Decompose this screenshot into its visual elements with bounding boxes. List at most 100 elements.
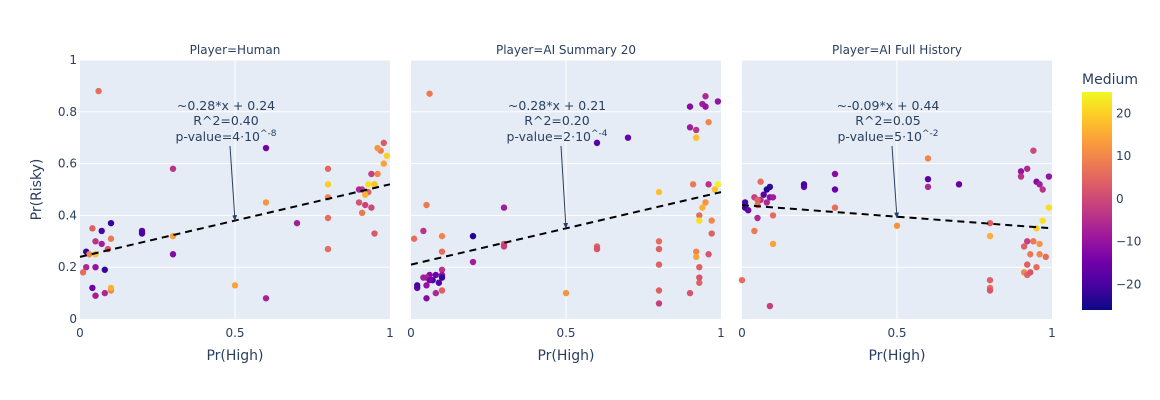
data-point xyxy=(383,152,391,160)
data-point xyxy=(107,219,115,227)
data-point xyxy=(423,295,430,302)
annotation-arrow xyxy=(891,145,900,219)
colorbar-tick-label: −10 xyxy=(1116,235,1141,249)
data-point xyxy=(1045,204,1053,211)
data-point xyxy=(1020,243,1028,250)
data-point xyxy=(324,165,332,172)
data-point xyxy=(714,181,722,188)
data-point xyxy=(760,191,767,198)
annotation-arrow xyxy=(560,145,569,229)
data-point xyxy=(83,264,90,271)
annotation-arrow xyxy=(229,145,238,222)
data-point xyxy=(380,139,387,147)
data-point xyxy=(469,258,477,266)
data-point xyxy=(1017,168,1025,175)
data-point xyxy=(1027,269,1034,276)
x-tick-label: 1 xyxy=(386,326,394,340)
data-point xyxy=(1027,251,1034,258)
y-tick-label: 0 xyxy=(69,312,77,326)
data-point xyxy=(754,214,761,222)
data-point xyxy=(293,219,301,227)
annotation-pvalue: p-value=2·10^-4 xyxy=(506,129,607,144)
y-tick-label: 0.8 xyxy=(58,105,77,119)
data-point xyxy=(469,232,477,240)
scatter-points xyxy=(738,147,1053,310)
data-point xyxy=(432,289,439,297)
data-point xyxy=(763,199,770,206)
data-point xyxy=(986,219,994,227)
data-point xyxy=(705,118,712,126)
data-point xyxy=(593,245,601,253)
pvalue-exponent: ^-2 xyxy=(922,129,939,139)
data-point xyxy=(374,170,381,178)
colorbar-bar xyxy=(1082,92,1112,310)
data-point xyxy=(655,261,663,268)
data-point xyxy=(101,289,109,297)
data-point xyxy=(89,225,96,232)
scatter-points xyxy=(79,87,391,302)
data-point xyxy=(92,264,99,271)
data-point xyxy=(98,240,105,248)
colorbar-ticks: 20 10 0 −10 −20 xyxy=(1116,106,1141,291)
pvalue-exponent: ^-4 xyxy=(591,129,608,139)
facet-panel-3: Player=AI Full History 0 0.5 1 Pr(High) ~-0.0… xyxy=(738,43,1056,364)
data-point xyxy=(924,175,932,183)
data-point xyxy=(702,93,709,100)
annotation-r2: R^2=0.20 xyxy=(524,113,589,128)
colorbar-tick-label: 20 xyxy=(1116,106,1131,120)
data-point xyxy=(423,201,430,209)
annotation-equation: ~0.28*x + 0.21 xyxy=(508,98,606,113)
x-tick-label: 0 xyxy=(76,326,84,340)
x-tick-label: 0.5 xyxy=(556,326,575,340)
data-point xyxy=(696,279,703,286)
data-point xyxy=(324,181,332,188)
data-point xyxy=(420,227,427,235)
data-point xyxy=(169,165,177,172)
data-point xyxy=(262,144,270,152)
data-point xyxy=(696,217,703,224)
x-axis-label: Pr(High) xyxy=(868,348,925,364)
data-point xyxy=(371,181,378,188)
data-point xyxy=(107,235,115,242)
data-point xyxy=(1017,173,1025,180)
x-tick-label: 0 xyxy=(407,326,415,340)
data-point xyxy=(438,248,446,255)
colorbar-title: Medium xyxy=(1082,72,1138,88)
facet-panels: Player=Human 0 0.5 1 Pr(High) 0 0.2 0.4 0.6 0.8 1 ~… xyxy=(58,43,1056,364)
data-point xyxy=(231,282,239,289)
data-point xyxy=(708,217,715,224)
data-point xyxy=(1023,261,1031,268)
data-point xyxy=(766,302,774,310)
data-point xyxy=(79,269,87,276)
data-point xyxy=(86,251,93,258)
data-point xyxy=(1036,240,1043,248)
data-point xyxy=(169,251,177,258)
data-point xyxy=(696,274,703,281)
data-point xyxy=(624,134,632,141)
annotation-r2: R^2=0.05 xyxy=(855,113,920,128)
data-point xyxy=(420,274,427,281)
data-point xyxy=(693,253,700,261)
annotation-pvalue: p-value=4·10^-8 xyxy=(175,129,276,144)
x-axis-label: Pr(High) xyxy=(537,348,594,364)
panel-title: Player=Human xyxy=(190,43,281,57)
data-point xyxy=(1036,181,1043,188)
trend-line xyxy=(741,204,1053,230)
data-point xyxy=(655,300,663,307)
data-point xyxy=(754,196,761,204)
data-point xyxy=(410,235,418,242)
data-point xyxy=(435,279,443,286)
data-point xyxy=(893,222,901,229)
data-point xyxy=(769,212,777,219)
data-point xyxy=(92,238,99,245)
data-point xyxy=(714,98,722,105)
data-point xyxy=(324,214,332,222)
scatter-points xyxy=(410,90,722,307)
data-point xyxy=(101,266,109,273)
data-point xyxy=(593,139,601,147)
pvalue-exponent: ^-8 xyxy=(260,129,277,139)
data-point xyxy=(362,201,369,209)
data-point xyxy=(769,240,777,248)
x-axis-label: Pr(High) xyxy=(206,348,263,364)
data-point xyxy=(655,287,663,294)
